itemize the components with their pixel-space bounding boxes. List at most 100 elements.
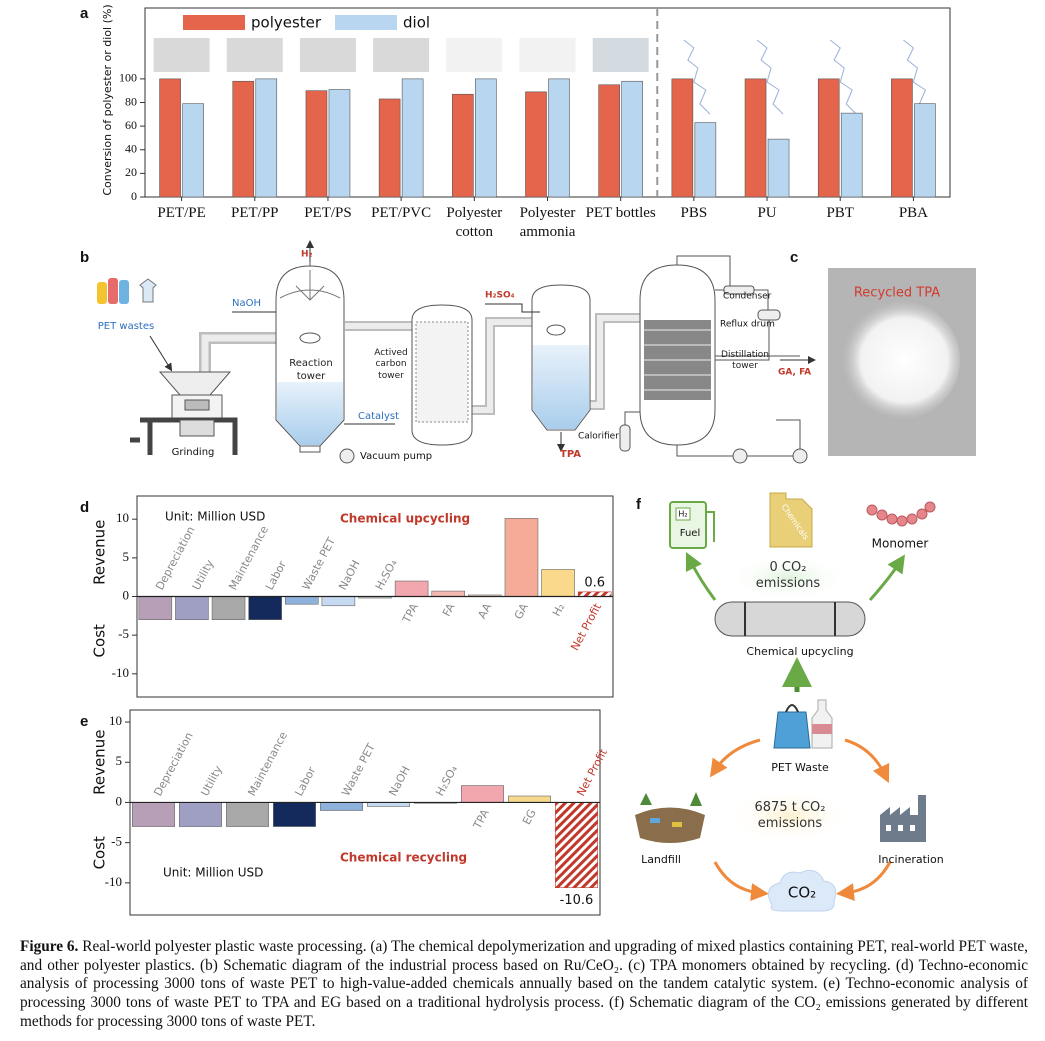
- y-tick-label: 0: [116, 793, 123, 808]
- label: CO₂: [788, 884, 816, 902]
- label: Chemical upcycling: [746, 645, 853, 658]
- legend-label: diol: [403, 14, 430, 32]
- label: H₂SO₄: [485, 291, 515, 301]
- label-box: PET/PVC: [371, 205, 431, 221]
- shape: [533, 345, 589, 429]
- shape: [886, 513, 898, 525]
- label: Calorifier: [578, 432, 619, 442]
- shape: [880, 795, 926, 842]
- y-tick-label: 80: [125, 94, 137, 108]
- label-box: Polyester ammonia: [520, 205, 576, 240]
- shape: [640, 792, 702, 806]
- annotation: Chemical upcycling: [340, 512, 470, 526]
- bar: [394, 580, 429, 597]
- label: Incineration: [878, 853, 943, 866]
- x-tick-label: H₂: [550, 601, 567, 618]
- y-tick-label: 10: [109, 713, 122, 728]
- x-tick-label: Maintenance: [245, 729, 290, 798]
- x-tick-label: Polyester cotton: [446, 205, 503, 240]
- panel-label: b: [80, 249, 89, 266]
- x-tick-label: PET/PE: [157, 205, 206, 221]
- sample-photo: [373, 38, 430, 72]
- shape: [672, 822, 682, 827]
- shape: [876, 509, 888, 521]
- label-box: PBA: [898, 205, 928, 221]
- label-box: PET/PP: [231, 205, 279, 221]
- label-box: PET bottles: [586, 205, 656, 221]
- x-tick-label: Waste PET: [339, 741, 378, 798]
- x-tick-label: Net Profit: [574, 746, 610, 798]
- shape: [119, 280, 129, 304]
- shape: [130, 417, 238, 455]
- shape: [590, 315, 640, 408]
- label-box: PBS: [681, 205, 708, 221]
- bar: [555, 802, 598, 888]
- chart-d: d -10 -5 0 5 10 Revenue Cost Unit: Million USD Ch…: [80, 495, 614, 698]
- shape: [97, 282, 107, 304]
- y-axis-label: Revenue: [91, 520, 109, 585]
- bar: [328, 89, 351, 198]
- label: Catalyst: [358, 411, 399, 422]
- panel-label: d: [80, 499, 89, 516]
- label: H₂: [301, 250, 313, 260]
- shape: [675, 507, 691, 521]
- bar: [321, 596, 356, 607]
- caption-label: Figure 6.: [20, 938, 79, 955]
- shape: [299, 332, 321, 344]
- shape: [792, 448, 808, 464]
- bar: [182, 103, 204, 198]
- figure: b PET wastes Grinding H₂ NaOH Reaction t…: [80, 4, 976, 916]
- y-tick-label: -5: [118, 626, 129, 641]
- panel-label: a: [80, 5, 89, 22]
- bar: [840, 112, 863, 198]
- value-label: -10.6: [560, 893, 594, 908]
- sample-photo: [519, 38, 576, 72]
- bar: [817, 78, 840, 198]
- x-tick-label: PBA: [898, 205, 928, 221]
- bar: [378, 98, 401, 198]
- x-tick-label: GA: [512, 601, 531, 622]
- panel-label: e: [80, 713, 88, 730]
- bar: [508, 795, 551, 803]
- label: GA, FA: [778, 368, 811, 378]
- y-tick-label: -10: [112, 665, 129, 680]
- annotation: Chemical recycling: [340, 851, 467, 865]
- label: NaOH: [232, 298, 261, 309]
- x-tick-label: NaOH: [386, 764, 412, 798]
- label-box: PBT: [826, 205, 854, 221]
- label: Distillation tower: [721, 350, 769, 372]
- chart-a: a 0 20 40 60 80 100 Conversion of polyester or …: [80, 4, 951, 240]
- bar: [504, 518, 539, 597]
- label-box: PET/PS: [304, 205, 352, 221]
- label-box: PU: [757, 205, 776, 221]
- y-tick-label: 100: [119, 71, 137, 85]
- bar: [159, 78, 181, 198]
- label: Reaction tower: [289, 358, 333, 382]
- shape: [619, 424, 631, 452]
- shape: [635, 807, 705, 843]
- bar: [541, 569, 575, 597]
- label-box: Reaction tower: [289, 358, 333, 382]
- x-tick-label: Utility: [198, 763, 225, 798]
- x-tick-label: Labor: [292, 764, 318, 798]
- x-tick-label: FA: [440, 601, 458, 619]
- plot-frame: [129, 709, 601, 916]
- bar: [273, 802, 316, 827]
- bar: [598, 84, 620, 198]
- bar: [461, 785, 504, 803]
- shape: [785, 704, 799, 713]
- x-tick-label: Depreciation: [151, 730, 195, 798]
- x-tick-label: NaOH: [336, 558, 362, 592]
- y-tick-label: 20: [125, 165, 137, 179]
- x-tick-label: TPA: [470, 807, 492, 832]
- shape: [179, 419, 215, 437]
- shape: [485, 303, 540, 313]
- sample-photo: [153, 38, 210, 72]
- y-axis-label: Cost: [91, 836, 109, 869]
- shape: [896, 515, 908, 527]
- structure: [903, 39, 930, 115]
- structure: [829, 39, 857, 115]
- bar: [305, 90, 328, 198]
- unit-note: Unit: Million USD: [163, 866, 263, 880]
- shape: [158, 371, 232, 396]
